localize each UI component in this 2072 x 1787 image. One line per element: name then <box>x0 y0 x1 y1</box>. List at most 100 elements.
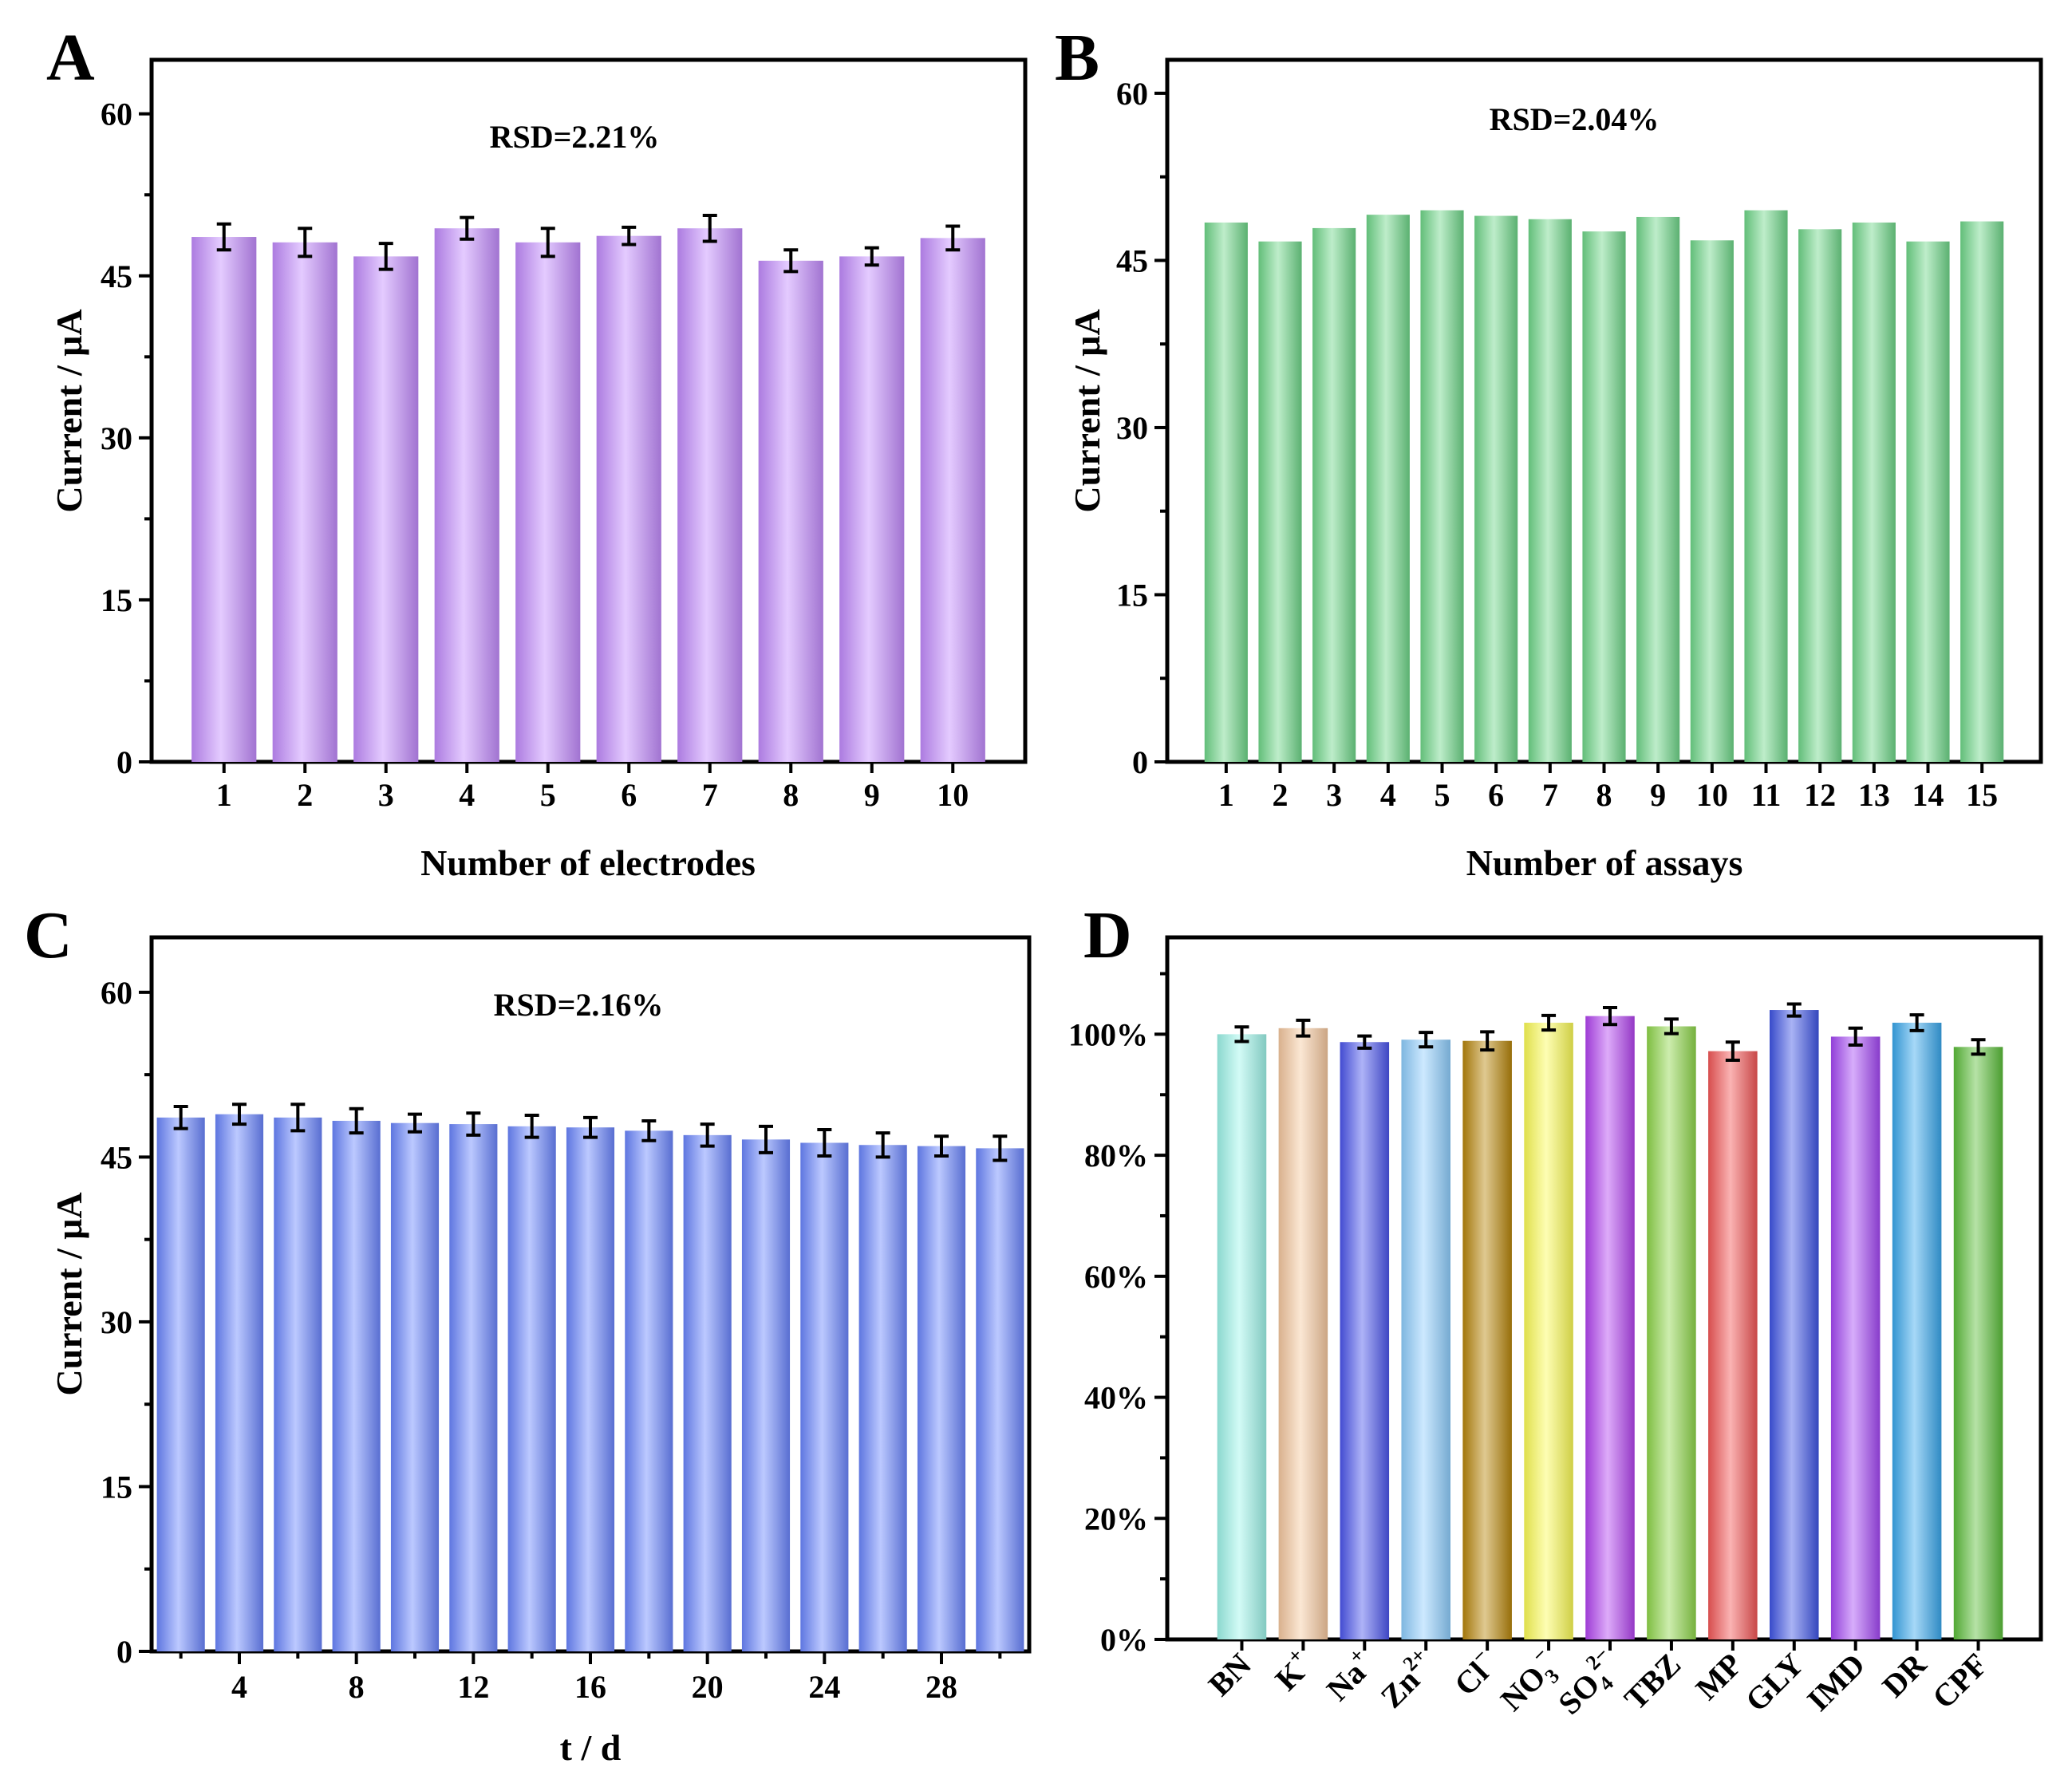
bar-a <box>677 228 743 762</box>
error-bar <box>290 1103 306 1133</box>
y-tick-label: 0 <box>116 744 132 780</box>
x-tick-label: Zn2+ <box>1371 1643 1443 1715</box>
panel-letter-b: B <box>1055 21 1099 95</box>
bar-d <box>1524 1022 1573 1639</box>
error-bar <box>173 1105 188 1130</box>
bar-a <box>839 256 905 762</box>
error-bar <box>759 1124 773 1154</box>
panel-letter-a: A <box>46 21 95 95</box>
x-tick-label: 8 <box>349 1669 365 1705</box>
bar-b <box>1420 210 1464 763</box>
x-tick-label: Na+ <box>1316 1643 1380 1707</box>
error-bar <box>583 1115 598 1139</box>
bar-b <box>1690 240 1734 762</box>
error-bar <box>702 213 717 243</box>
x-tick-label: 1 <box>1218 777 1234 813</box>
bar-d <box>1953 1047 2003 1639</box>
x-tick-label: TBZ <box>1617 1647 1687 1717</box>
x-axis-label-a: Number of electrodes <box>420 842 756 883</box>
y-tick-label: 100% <box>1068 1016 1148 1052</box>
y-tick-label: 0% <box>1100 1622 1148 1658</box>
bar-d <box>1585 1016 1635 1639</box>
y-tick-label: 15 <box>1116 577 1148 613</box>
error-bar <box>1786 1002 1802 1018</box>
x-tick-label: 2 <box>297 777 313 813</box>
error-bar <box>524 1114 539 1139</box>
bar-c <box>332 1120 381 1651</box>
bar-c <box>976 1148 1024 1651</box>
x-tick-label: 4 <box>231 1669 247 1705</box>
x-tick-label: NO3− <box>1490 1643 1569 1722</box>
x-tick-label: 16 <box>574 1669 606 1705</box>
y-axis-label-b: Current / μA <box>1067 309 1107 512</box>
x-tick-label: 14 <box>1912 777 1944 813</box>
bar-c <box>449 1124 498 1651</box>
bar-d <box>1217 1034 1267 1639</box>
y-tick-label: 60 <box>101 97 132 132</box>
bar-c <box>917 1146 966 1651</box>
bar-c <box>215 1114 264 1651</box>
x-tick-label: GLY <box>1739 1646 1811 1718</box>
x-axis-label-c: t / d <box>560 1727 622 1768</box>
bar-b <box>1528 219 1572 762</box>
bar-a <box>515 242 581 762</box>
bar-c <box>566 1127 615 1651</box>
error-bar <box>1848 1026 1863 1047</box>
bar-c <box>156 1117 205 1651</box>
bar-d <box>1770 1010 1819 1639</box>
bar-b <box>1258 241 1302 763</box>
x-tick-label: MP <box>1688 1647 1749 1707</box>
x-tick-label: 10 <box>1696 777 1728 813</box>
bar-d <box>1278 1028 1328 1639</box>
bar-b <box>1204 222 1248 762</box>
bar-b <box>1474 215 1518 762</box>
x-tick-label: 6 <box>1488 777 1504 813</box>
bar-d <box>1892 1022 1942 1639</box>
x-tick-label: 3 <box>378 777 394 813</box>
bar-d <box>1647 1026 1696 1639</box>
y-tick-label: 45 <box>101 1139 132 1175</box>
x-tick-label: 15 <box>1966 777 1998 813</box>
error-bar <box>993 1134 1008 1162</box>
x-tick-label: 7 <box>702 777 718 813</box>
bar-a <box>191 237 257 762</box>
error-bar <box>864 246 879 267</box>
error-bar <box>216 222 231 252</box>
bar-b <box>1366 215 1410 763</box>
panel-letter-c: C <box>24 898 73 972</box>
y-tick-label: 40% <box>1084 1380 1148 1416</box>
x-tick-label: 28 <box>925 1669 957 1705</box>
bar-c <box>507 1126 556 1651</box>
bar-b <box>1798 229 1842 762</box>
y-tick-label: 45 <box>1116 243 1148 278</box>
x-tick-label: 20 <box>692 1669 724 1705</box>
x-tick-label: 7 <box>1542 777 1558 813</box>
x-tick-label: 10 <box>937 777 969 813</box>
x-tick-label: 13 <box>1858 777 1890 813</box>
x-tick-label: 8 <box>783 777 799 813</box>
panel-letter-d: D <box>1083 898 1132 972</box>
y-tick-label: 20% <box>1084 1501 1148 1537</box>
error-bar <box>298 227 313 258</box>
x-tick-label: 12 <box>1804 777 1836 813</box>
error-bar <box>232 1103 247 1126</box>
error-bar <box>1664 1017 1679 1036</box>
bar-b <box>1312 227 1356 762</box>
error-bar <box>817 1127 832 1158</box>
error-bar <box>934 1134 949 1158</box>
x-tick-label: 12 <box>457 1669 489 1705</box>
bar-c <box>390 1122 440 1651</box>
y-tick-label: 80% <box>1084 1138 1148 1174</box>
y-tick-label: 15 <box>101 582 132 618</box>
x-tick-label: 11 <box>1751 777 1782 813</box>
plot-frame-a <box>149 57 1028 764</box>
bar-a <box>920 238 985 762</box>
x-tick-label: 5 <box>540 777 556 813</box>
error-bar <box>622 225 637 247</box>
x-tick-label: 4 <box>1380 777 1396 813</box>
bar-b <box>1582 231 1626 763</box>
x-tick-label: 8 <box>1596 777 1612 813</box>
error-bar <box>945 224 961 252</box>
error-bar <box>1541 1013 1557 1032</box>
bar-c <box>800 1142 849 1651</box>
